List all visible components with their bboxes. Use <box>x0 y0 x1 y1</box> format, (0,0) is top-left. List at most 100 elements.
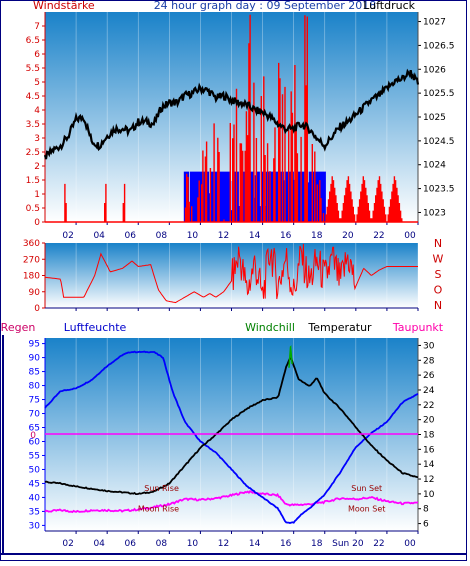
panel3-x-tick-label: 10 <box>187 539 199 549</box>
panel3-x-tick-label: 06 <box>125 539 137 549</box>
humidity-axis-tick-label: 45 <box>29 479 40 489</box>
wind-speed-axis-tick-label: 2 <box>34 162 40 172</box>
panel2-time-axis <box>45 243 419 311</box>
humidity-axis: 30 35 40 45 50 55 60 65 70 75 80 85 90 95 <box>29 338 46 531</box>
humidity-axis-tick-label: 60 <box>29 437 41 447</box>
temperature-axis-tick-label: 26 <box>423 371 435 381</box>
temperature-axis-tick-label: 8 <box>423 505 429 515</box>
pressure-axis-tick-label: 1026 <box>423 65 446 75</box>
panel3-x-tick-label: 02 <box>62 539 73 549</box>
humidity-series <box>44 350 419 524</box>
humidity-axis-tick-label: 50 <box>29 465 41 475</box>
wind-speed-axis-tick-label: 6 <box>34 50 40 60</box>
panel3-x-tick-label: 16 <box>280 539 292 549</box>
panel1-x-tick-label: 06 <box>125 231 137 241</box>
panel1-x-tick-label: 14 <box>249 231 261 241</box>
windchill-series <box>288 345 293 368</box>
wind-speed-axis-tick-label: 5 <box>34 78 40 88</box>
temperature-axis-tick-label: 16 <box>423 445 435 455</box>
pressure-axis-tick-label: 1023 <box>423 208 446 218</box>
panel3-x-tick-label: Sun 20 <box>332 539 364 549</box>
regen-axis-label: 0 <box>30 431 36 441</box>
wind-speed-axis-tick-label: 4 <box>34 106 40 116</box>
panel3-x-tick-label: 04 <box>93 539 105 549</box>
compass-label: N <box>434 237 442 250</box>
wind-speed-axis-tick-label: 5.5 <box>26 64 40 74</box>
wind-speed-axis-tick-label: 3 <box>34 134 40 144</box>
panel1-x-tick-label: 22 <box>373 231 384 241</box>
chart-date-title: 24 hour graph day : 09 September 2018 <box>154 0 377 12</box>
humidity-axis-tick-label: 95 <box>29 340 40 350</box>
panel1-x-tick-label: 08 <box>156 231 168 241</box>
temperatur-title: Temperatur <box>307 321 372 334</box>
luftdruck-title: Luftdruck <box>363 0 415 12</box>
panel1-x-tick-label: 00 <box>404 231 416 241</box>
wind-speed-axis-tick-label: 2.5 <box>26 148 40 158</box>
panel3-x-tick-label: 22 <box>373 539 384 549</box>
compass-label: S <box>435 268 442 281</box>
temperature-axis-tick-label: 28 <box>423 356 435 366</box>
temperature-axis-tick-label: 12 <box>423 475 434 485</box>
astro-annotation: Sun Rise <box>144 484 179 493</box>
wind-speed-axis: 0 0.5 1 1.5 2 2.5 3 3.5 4 4.5 5 5.5 6 6.5 7 <box>26 12 46 228</box>
panel1-x-tick-label: 10 <box>187 231 199 241</box>
panel3-series <box>44 345 419 524</box>
regen-title: Regen <box>1 321 36 334</box>
wind-speed-axis-tick-label: 0.5 <box>26 204 40 214</box>
wind-direction-axis-tick-label: 0 <box>34 304 40 314</box>
panel1-series <box>43 14 420 223</box>
panel1-x-tick-label: 20 <box>342 231 354 241</box>
compass-label: N <box>434 299 442 312</box>
panel1-x-tick-label: 12 <box>218 231 229 241</box>
humidity-axis-tick-label: 40 <box>29 493 41 503</box>
temperature-series <box>44 357 419 495</box>
panel3-x-tick-label: 12 <box>218 539 229 549</box>
temperature-axis-tick-label: 22 <box>423 401 434 411</box>
compass-label: O <box>434 284 443 297</box>
pressure-axis-tick-label: 1027 <box>423 18 446 28</box>
windstaerke-title: Windstärke <box>33 0 95 12</box>
wind-direction-axis-tick-label: 90 <box>29 288 41 298</box>
humidity-axis-tick-label: 65 <box>29 424 40 434</box>
pressure-axis-tick-label: 1026.5 <box>423 41 455 51</box>
wind-direction-axis: 0 90 180 270 360 <box>23 239 46 314</box>
pressure-axis-tick-label: 1023.5 <box>423 185 455 195</box>
wind-direction-axis-tick-label: 180 <box>23 272 40 282</box>
wind-speed-axis-tick-label: 7 <box>34 22 40 32</box>
panel3-x-tick-label: 18 <box>311 539 323 549</box>
panel2-series <box>44 243 418 304</box>
wind-speed-series <box>45 14 418 223</box>
temperature-axis-tick-label: 20 <box>423 416 435 426</box>
astro-annotations: Sun Rise Moon Rise Sun Set Moon Set <box>138 484 386 514</box>
panel3-x-tick-label: 14 <box>249 539 261 549</box>
temperature-axis-tick-label: 18 <box>423 431 435 441</box>
temperature-axis-tick-label: 6 <box>423 520 429 530</box>
compass-label: W <box>433 253 444 266</box>
temperature-axis-tick-label: 30 <box>423 341 435 351</box>
wind-speed-axis-tick-label: 6.5 <box>26 36 40 46</box>
humidity-axis-tick-label: 55 <box>29 451 40 461</box>
panel1-x-tick-label: 18 <box>311 231 323 241</box>
wind-direction-axis-tick-label: 360 <box>23 239 40 249</box>
temperature-axis-tick-label: 10 <box>423 490 435 500</box>
pressure-axis-tick-label: 1025 <box>423 113 446 123</box>
panel3-x-tick-label: 00 <box>404 539 416 549</box>
humidity-axis-tick-label: 85 <box>29 368 40 378</box>
pressure-axis-tick-label: 1025.5 <box>423 89 455 99</box>
pressure-axis-tick-label: 1024.5 <box>423 137 455 147</box>
wind-speed-axis-tick-label: 1 <box>34 190 40 200</box>
wind-direction-axis-tick-label: 270 <box>23 255 40 265</box>
windchill-title: Windchill <box>245 321 295 334</box>
wind-speed-axis-tick-label: 3.5 <box>26 120 40 130</box>
pressure-axis-tick-label: 1024 <box>423 161 446 171</box>
wind-speed-axis-tick-label: 1.5 <box>26 176 40 186</box>
wind-speed-axis-tick-label: 0 <box>34 218 40 228</box>
astro-annotation: Moon Set <box>348 505 385 514</box>
luftfeuchte-title: Luftfeuchte <box>64 321 127 334</box>
wind-direction-series <box>44 243 418 304</box>
humidity-axis-tick-label: 30 <box>29 521 41 531</box>
temperature-axis-tick-label: 14 <box>423 460 435 470</box>
